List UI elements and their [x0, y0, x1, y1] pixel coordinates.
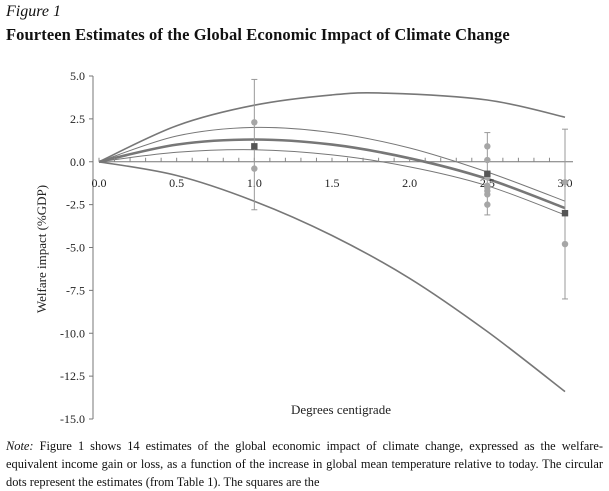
estimate-point [561, 179, 569, 186]
welfare-impact-chart: 5.0 2.5 0.0 -2.5 -5.0 -7.5 -10.0 -12.5 -15.0 0.0 0… [34, 69, 573, 426]
x-axis-label: Degrees centigrade [291, 402, 391, 417]
y-tick-label: 5.0 [70, 69, 85, 83]
note-label: Note: [6, 439, 34, 453]
figure-label: Figure 1 [6, 3, 61, 20]
mean-square [251, 143, 258, 150]
estimate-point [484, 201, 491, 208]
fitted-curve-4 [98, 92, 566, 163]
y-tick-label: -5.0 [66, 241, 85, 255]
figure-note: Note: Figure 1 shows 14 estimates of the… [6, 437, 603, 491]
y-axis-label: Welfare impact (%GDP) [34, 185, 49, 313]
fitted-curve-5 [98, 161, 566, 393]
estimate-point [251, 119, 258, 126]
note-text: Figure 1 shows 14 estimates of the globa… [6, 439, 603, 489]
y-tick-label: -12.5 [60, 369, 85, 383]
y-tick-label: 0.0 [70, 155, 85, 169]
y-tick-label: -15.0 [60, 412, 85, 426]
y-tick-label: 2.5 [70, 112, 85, 126]
x-tick-label: 0.5 [169, 176, 184, 190]
y-tick-label: -2.5 [66, 198, 85, 212]
x-tick-label: 0.0 [92, 176, 107, 190]
curves-layer [98, 92, 566, 393]
y-tick-label: -7.5 [66, 283, 85, 297]
estimate-point [484, 143, 491, 150]
estimate-point [484, 191, 491, 198]
estimate-point [561, 240, 569, 248]
mean-square [561, 210, 569, 217]
x-tick-label: 2.0 [402, 176, 417, 190]
x-tick-label: 1.5 [325, 176, 340, 190]
axes-layer: 5.0 2.5 0.0 -2.5 -5.0 -7.5 -10.0 -12.5 -15.0 0.0 0… [60, 69, 573, 426]
y-tick-label: -10.0 [60, 326, 85, 340]
fitted-curve-2 [98, 126, 566, 202]
estimate-point [251, 165, 258, 172]
estimate-point [484, 156, 491, 164]
mean-square [484, 170, 491, 177]
figure-title: Fourteen Estimates of the Global Economi… [6, 25, 510, 44]
marks-layer [251, 78, 569, 300]
